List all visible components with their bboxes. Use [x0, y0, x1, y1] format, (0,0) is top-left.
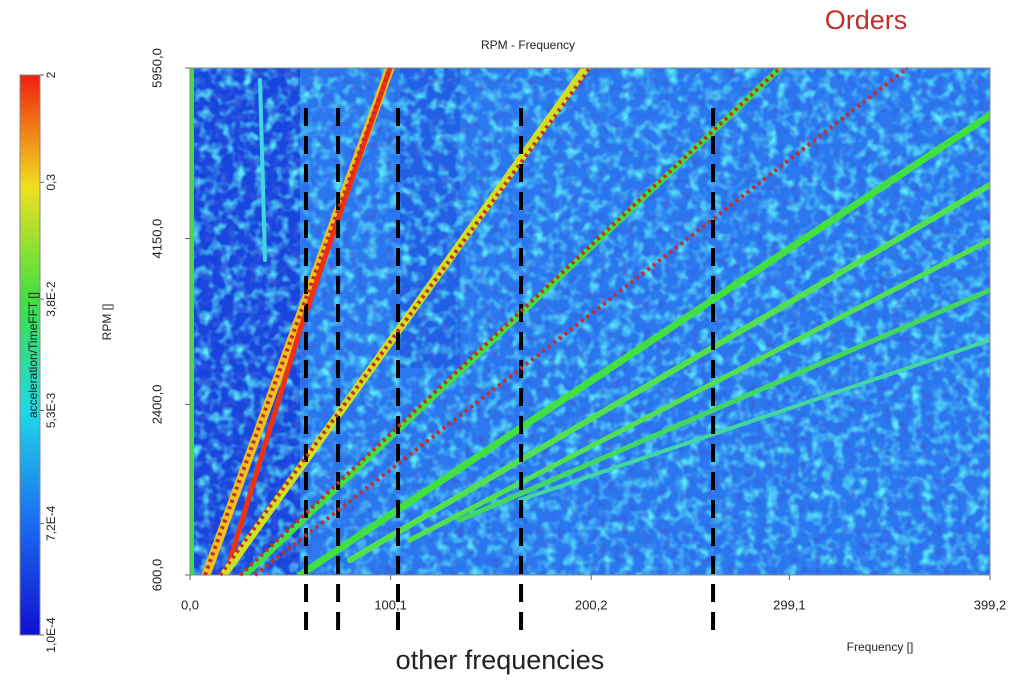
colorbar-tick-label: 5,3E-3 — [44, 392, 58, 428]
harmonic-band — [518, 338, 990, 502]
harmonic-band — [218, 68, 591, 575]
x-axis-label: Frequency [] — [847, 640, 914, 654]
x-tick-label: 200,2 — [575, 597, 608, 612]
colorbar — [19, 74, 41, 636]
colorbar-tick-label: 0,3 — [44, 174, 58, 191]
edge-band — [190, 68, 194, 575]
y-tick-label: 4150,0 — [149, 219, 164, 259]
harmonic-band — [347, 182, 990, 563]
y-axis-label: RPM [] — [100, 304, 114, 341]
x-tick-label: 100,1 — [374, 597, 407, 612]
harmonic-band — [407, 237, 990, 543]
colorbar-tick-label: 7,2E-4 — [44, 505, 58, 541]
x-tick-label: 399,2 — [974, 597, 1007, 612]
order-line — [253, 66, 909, 577]
x-tick-label: 299,1 — [773, 597, 806, 612]
harmonic-band — [258, 78, 267, 262]
order-line — [203, 67, 392, 576]
colorbar-tick-label: 1,0E-4 — [44, 617, 58, 653]
speckle — [190, 68, 990, 575]
orders-label: Orders — [825, 5, 908, 35]
colorbar-tick-label: 2 — [44, 71, 58, 78]
colorbar-label: acceleration/TimeFFT [] — [26, 292, 40, 418]
plot-frame — [189, 67, 991, 576]
y-tick-label: 2400,0 — [149, 385, 164, 425]
x-tick-label: 0,0 — [181, 597, 199, 612]
harmonic-band — [296, 111, 990, 575]
y-tick-label: 5950,0 — [149, 48, 164, 88]
colorbar-tick-label: 3,8E-2 — [44, 281, 58, 317]
chart-title: RPM - Frequency — [481, 38, 575, 52]
harmonic-band — [227, 68, 393, 563]
other-frequencies-label: other frequencies — [396, 645, 605, 675]
harmonic-band — [457, 287, 990, 523]
order-line — [238, 66, 782, 577]
y-tick-label: 600,0 — [149, 559, 164, 592]
spectrogram — [190, 68, 990, 575]
